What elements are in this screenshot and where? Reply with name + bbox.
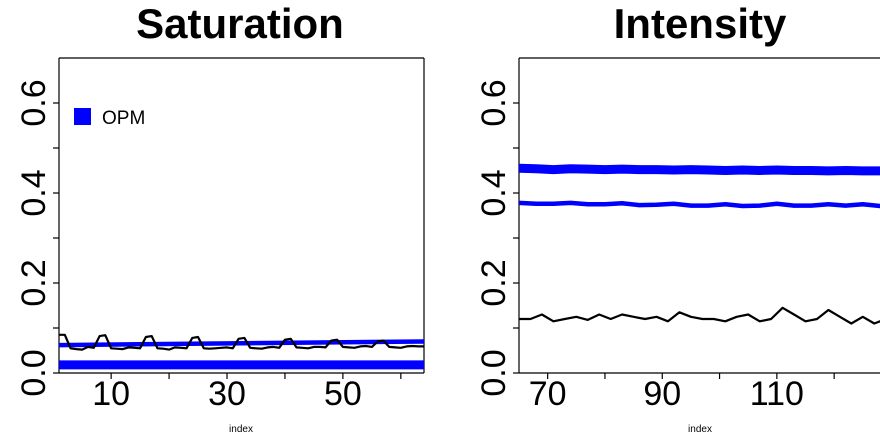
- y-tick-label: 0.4: [475, 169, 513, 216]
- x-tick-label: 110: [750, 375, 804, 413]
- intensity-panel: Intensity 0.0 0.2 0.4 0.6 70 90 110 index: [475, 0, 880, 435]
- x-tick-label: 90: [643, 375, 681, 413]
- series-line-2: [59, 333, 424, 351]
- saturation-panel: Saturation 0.0 0.2 0.4 0.6 10 30 50 index OPM: [15, 0, 425, 435]
- legend-label: OPM: [102, 108, 145, 129]
- y-tick-label: 0.0: [475, 349, 513, 396]
- chart-title: Intensity: [614, 0, 787, 47]
- y-tick-label: 0.6: [15, 79, 53, 126]
- x-axis-label: index: [688, 424, 712, 435]
- legend-swatch: [74, 108, 91, 125]
- x-axis-label: index: [229, 424, 253, 435]
- y-tick-label: 0.2: [15, 259, 53, 306]
- x-tick-label: 30: [208, 375, 246, 413]
- y-tick-label: 0.0: [15, 349, 53, 396]
- series-line-1: [59, 339, 424, 348]
- x-tick-label: 70: [529, 375, 567, 413]
- series-line-2: [519, 306, 880, 325]
- chart-title: Saturation: [136, 0, 344, 47]
- x-tick-label: 50: [324, 375, 362, 413]
- y-tick-label: 0.4: [15, 169, 53, 216]
- y-tick-label: 0.6: [475, 79, 513, 126]
- x-tick-label: 10: [92, 375, 130, 413]
- series-line-1: [519, 200, 880, 209]
- series-line-0: [519, 163, 880, 176]
- y-tick-label: 0.2: [475, 259, 513, 306]
